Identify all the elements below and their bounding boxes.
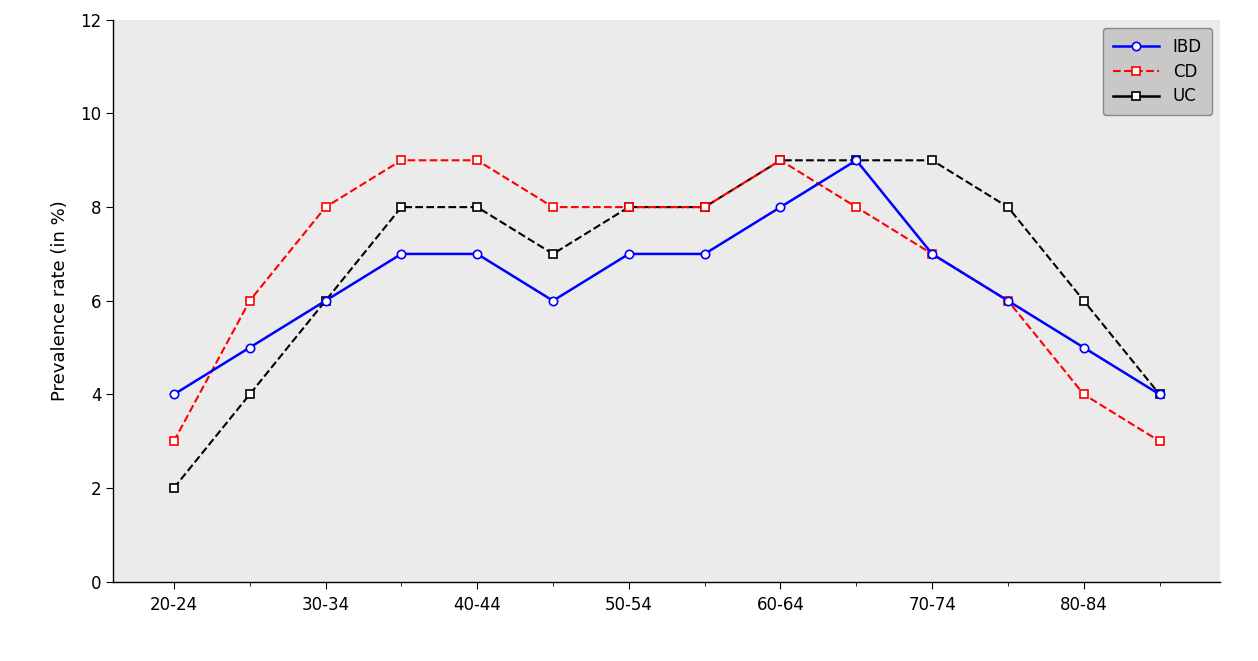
UC [242, 391, 257, 399]
UC [394, 203, 409, 211]
IBD [394, 250, 409, 258]
IBD [166, 391, 181, 399]
UC [621, 203, 637, 211]
Legend: IBD, CD, UC: IBD, CD, UC [1103, 28, 1211, 116]
CD [469, 157, 484, 165]
IBD [1000, 297, 1015, 305]
CD [621, 203, 637, 211]
UC [772, 157, 788, 165]
UC [1077, 297, 1092, 305]
CD [318, 203, 333, 211]
CD [394, 157, 409, 165]
CD [166, 438, 181, 446]
Line: IBD: IBD [170, 156, 1164, 399]
IBD [1152, 391, 1167, 399]
IBD [318, 297, 333, 305]
CD [772, 157, 788, 165]
CD [1000, 297, 1015, 305]
UC [318, 297, 333, 305]
IBD [1077, 344, 1092, 352]
UC [849, 157, 864, 165]
CD [925, 250, 940, 258]
UC [697, 203, 712, 211]
IBD [546, 297, 561, 305]
CD [1152, 438, 1167, 446]
CD [242, 297, 257, 305]
CD [849, 203, 864, 211]
Line: CD: CD [170, 156, 1164, 446]
Line: UC: UC [170, 156, 1164, 492]
IBD [849, 157, 864, 165]
IBD [772, 203, 788, 211]
IBD [469, 250, 484, 258]
UC [925, 157, 940, 165]
UC [1000, 203, 1015, 211]
UC [546, 250, 561, 258]
CD [1077, 391, 1092, 399]
UC [469, 203, 484, 211]
UC [1152, 391, 1167, 399]
IBD [697, 250, 712, 258]
CD [697, 203, 712, 211]
Y-axis label: Prevalence rate (in %): Prevalence rate (in %) [52, 200, 69, 401]
IBD [242, 344, 257, 352]
IBD [621, 250, 637, 258]
UC [166, 484, 181, 492]
IBD [925, 250, 940, 258]
CD [546, 203, 561, 211]
